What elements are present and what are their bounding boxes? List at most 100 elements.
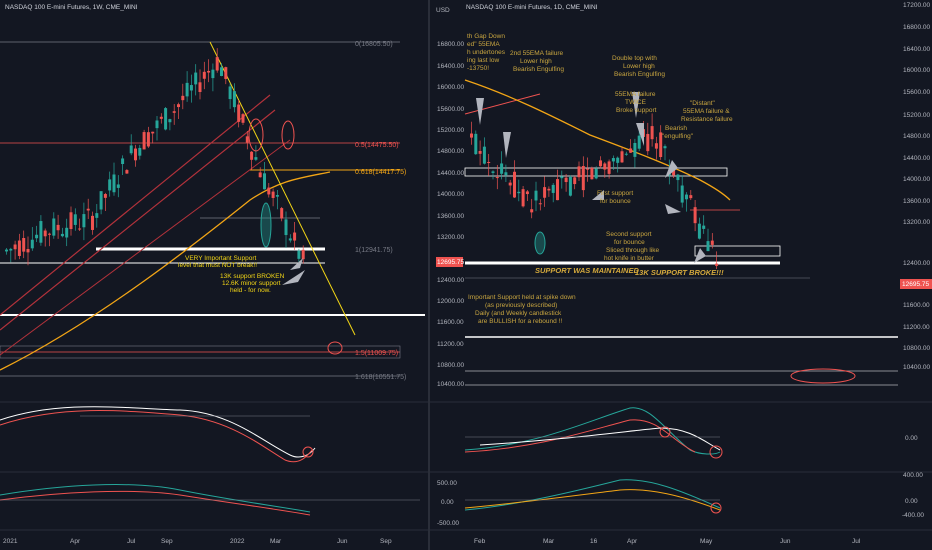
candle (121, 158, 125, 165)
left-time-tick: 2021 (3, 538, 18, 545)
left-symbol: NASDAQ 100 E-mini Futures, 1W, CME_MINI (5, 4, 138, 11)
candle (500, 163, 504, 174)
candle (224, 67, 228, 79)
candle (680, 185, 684, 203)
candle (685, 194, 688, 200)
candle (207, 70, 211, 73)
candle (530, 209, 534, 213)
right-time-tick: Mar (543, 538, 555, 545)
right-time-tick: Apr (627, 538, 638, 545)
right-top-axis: 17200.00 (903, 2, 930, 9)
left-time-tick: Mar (270, 538, 282, 545)
left-price-tick: 14000.00 (437, 191, 464, 198)
left-price-tick: 13600.00 (437, 213, 464, 220)
candle (35, 234, 39, 239)
candle (250, 151, 254, 160)
candle (211, 69, 215, 79)
note-spike-0: Important Support held at spike down (468, 294, 576, 301)
candle (715, 263, 719, 266)
right-price-tick: 10800.00 (903, 345, 930, 352)
candle (659, 132, 663, 158)
left-price-tick: 16400.00 (437, 63, 464, 70)
candle (689, 195, 693, 199)
candle (271, 191, 275, 198)
fib-label-5: 1.618(10551.75) (355, 374, 406, 381)
candle (521, 189, 525, 207)
left-time-tick: Jun (337, 538, 348, 545)
candle (654, 143, 658, 149)
candle (706, 241, 710, 252)
candle (293, 232, 297, 241)
candle (551, 184, 555, 193)
note-gap-4: -13750! (467, 65, 489, 72)
left-price-tick: 10400.00 (437, 381, 464, 388)
left-price-tick: 12000.00 (437, 298, 464, 305)
candle (547, 188, 551, 191)
note-broke: 13K SUPPORT BROKE!!! (635, 268, 724, 277)
candle (220, 67, 223, 76)
note-dist-0: "Distant" (690, 100, 716, 107)
candle (491, 171, 495, 173)
fib-label-0: 0(16805.50) (355, 41, 393, 48)
candle (60, 233, 64, 237)
note-ema2-2: Bearish Engulfing (513, 66, 564, 73)
right-time-tick: Jun (780, 538, 791, 545)
right-price-tick: 16400.00 (903, 46, 930, 53)
candle (633, 142, 637, 157)
candle (637, 135, 641, 149)
note-maintained: SUPPORT WAS MAINTAINED (535, 266, 639, 275)
right-price-tick: 14000.00 (903, 176, 930, 183)
candle (39, 221, 43, 243)
usd-label: USD (436, 7, 450, 14)
candle (620, 151, 624, 163)
candle (590, 167, 594, 180)
left-price-tick: 16000.00 (437, 84, 464, 91)
candle (650, 126, 654, 140)
candle (534, 190, 538, 201)
candle (129, 145, 133, 154)
candle (586, 168, 590, 170)
candle (676, 174, 680, 181)
candle (663, 146, 667, 149)
candle (189, 85, 193, 91)
candle (232, 91, 236, 108)
candle (26, 249, 30, 253)
candle (155, 120, 159, 129)
right-price-tick: 15200.00 (903, 112, 930, 119)
annotation-left-4: held - for now. (230, 287, 271, 294)
note-gap-2: h undertones (467, 49, 506, 56)
right-price-tick: 10400.00 (903, 364, 930, 371)
candle (275, 195, 279, 197)
candle (78, 228, 82, 230)
candle (616, 157, 620, 163)
candle (237, 104, 241, 122)
osc-left-2: -500.00 (437, 520, 459, 527)
left-last-price: 12695.75 (437, 259, 464, 266)
left-price-tick: 11600.00 (437, 319, 464, 326)
left-time-tick: 2022 (230, 538, 245, 545)
candle (30, 239, 34, 249)
osc2-right-2: -400.00 (902, 512, 924, 519)
right-price-tick: 14400.00 (903, 155, 930, 162)
candle (513, 171, 516, 198)
left-price-tag (436, 257, 463, 267)
candle (517, 191, 521, 194)
candle (573, 177, 577, 185)
candle (258, 172, 262, 178)
candle (168, 119, 172, 123)
right-price-tag (900, 279, 932, 289)
candle (116, 184, 120, 188)
osc2-right-1: 0.00 (905, 498, 918, 505)
candle (607, 161, 611, 174)
candle (138, 147, 142, 156)
candle (164, 108, 168, 130)
candle (599, 160, 602, 167)
right-price-tick: 13600.00 (903, 198, 930, 205)
candle (185, 82, 189, 97)
right-price-tick: 15600.00 (903, 89, 930, 96)
annotation-left-0: VERY Important Support (185, 255, 256, 262)
candle (5, 249, 8, 252)
candle (65, 227, 69, 238)
note-gap-3: ing last low (467, 57, 499, 64)
right-price-tick: 16000.00 (903, 67, 930, 74)
